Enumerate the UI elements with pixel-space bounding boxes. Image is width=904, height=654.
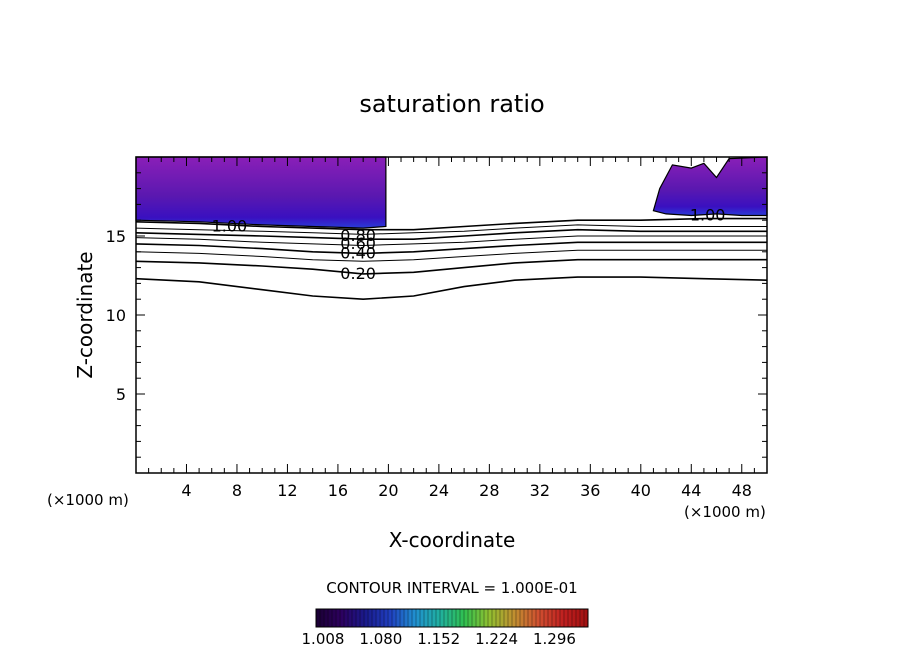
contour-line (135, 235, 767, 247)
contour-line (135, 228, 767, 240)
x-tick-label: 36 (580, 481, 600, 500)
x-tick-label: 32 (530, 481, 550, 500)
colorbar-tick-label: 1.224 (475, 630, 518, 648)
contour-interval-note: CONTOUR INTERVAL = 1.000E-01 (326, 579, 577, 597)
colorbar-tick-labels: 1.008 1.080 1.152 1.224 1.296 (302, 630, 576, 648)
colorbar-stripes (319, 609, 585, 627)
contour-label: 0.60 (340, 234, 376, 253)
x-tick-label: 48 (732, 481, 752, 500)
contour-label: 0.80 (340, 226, 376, 245)
supersaturation-shading (135, 156, 768, 229)
contour-line (135, 224, 767, 235)
contour-label: 0.40 (340, 243, 376, 262)
colorbar-tick-label: 1.008 (302, 630, 345, 648)
contour-label: 1.00 (690, 205, 726, 224)
y-tick-label: 10 (106, 306, 126, 325)
colorbar-tick-label: 1.296 (533, 630, 576, 648)
contour-lines (135, 217, 768, 301)
contour-line (135, 249, 767, 262)
contour-label: 1.00 (212, 217, 248, 236)
x-tick-label: 8 (232, 481, 242, 500)
x-tick-label: 24 (429, 481, 449, 500)
contour-line (135, 241, 767, 255)
x-tick-label: 16 (328, 481, 348, 500)
colorbar-tick-label: 1.080 (359, 630, 402, 648)
y-tick-label: 5 (116, 385, 126, 404)
x-axis-unit: (×1000 m) (684, 503, 766, 521)
contour-label: 0.20 (340, 264, 376, 283)
contour-line (135, 276, 768, 301)
shaded-region (652, 156, 768, 217)
contour-line (135, 217, 767, 231)
y-axis-title: Z-coordinate (73, 251, 97, 378)
x-tick-label: 28 (479, 481, 499, 500)
z-axis-unit: (×1000 m) (47, 491, 129, 509)
x-axis-ticks: 4 8 12 16 20 24 28 32 36 40 44 48 (148, 157, 755, 500)
chart-title: saturation ratio (359, 90, 544, 118)
colorbar: 1.008 1.080 1.152 1.224 1.296 (302, 608, 589, 648)
y-tick-label: 15 (106, 227, 126, 246)
contour-line (135, 258, 767, 275)
colorbar-tick-label: 1.152 (417, 630, 460, 648)
x-tick-label: 12 (277, 481, 297, 500)
x-tick-label: 4 (181, 481, 191, 500)
x-tick-label: 44 (681, 481, 701, 500)
shaded-region (135, 156, 387, 229)
x-axis-title: X-coordinate (389, 528, 516, 552)
x-tick-label: 40 (631, 481, 651, 500)
contour-labels: 1.00 1.00 0.800.600.40 0.20 (212, 205, 726, 282)
y-axis-ticks: 5 10 15 (106, 172, 767, 458)
x-tick-label: 20 (378, 481, 398, 500)
